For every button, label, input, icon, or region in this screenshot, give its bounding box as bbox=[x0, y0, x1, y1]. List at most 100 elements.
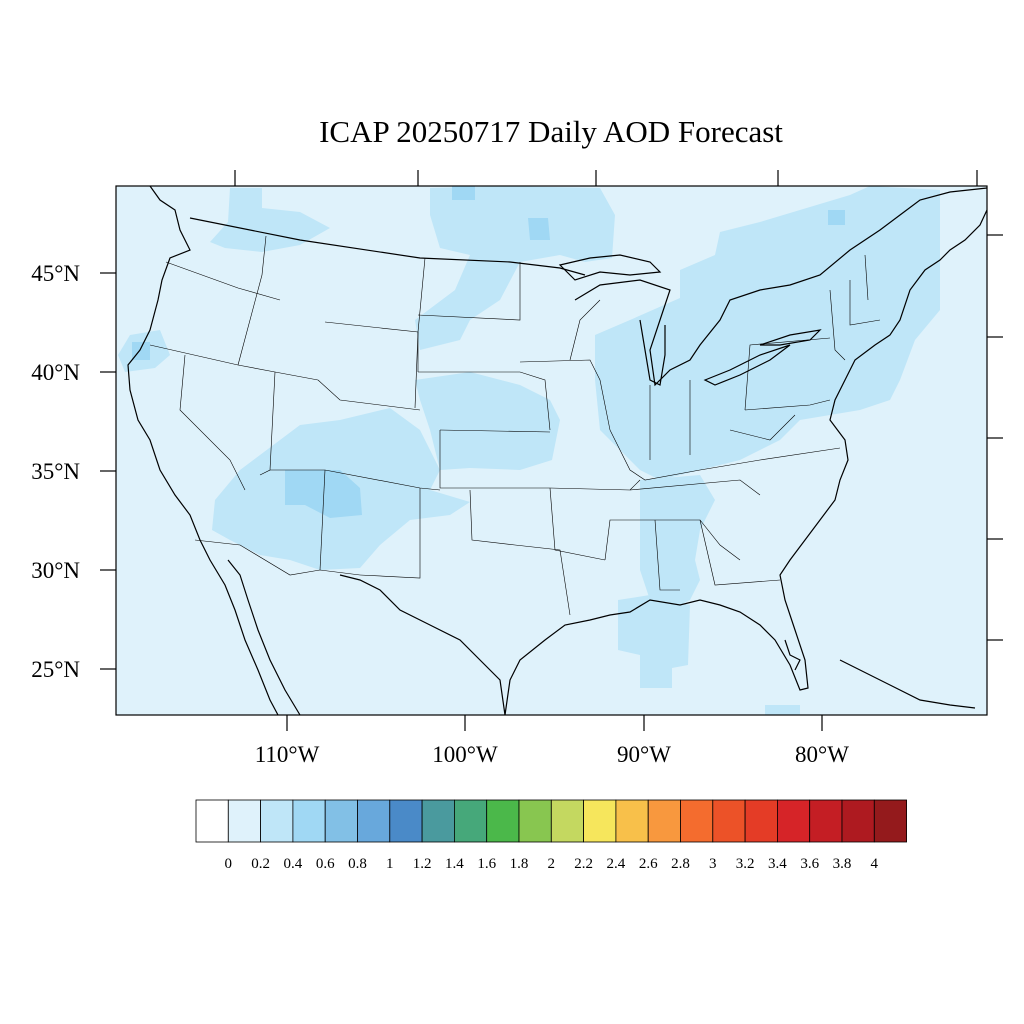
left-tick-marks bbox=[100, 272, 116, 670]
colorbar-swatch bbox=[324, 799, 358, 843]
state-line bbox=[179, 354, 246, 491]
colorbar-swatch bbox=[841, 799, 875, 843]
lat-label: 45°N bbox=[31, 261, 80, 286]
baja-coast bbox=[227, 559, 301, 716]
state-line bbox=[849, 280, 881, 326]
lat-label: 30°N bbox=[31, 558, 80, 583]
colorbar-label: 2.2 bbox=[574, 856, 593, 872]
colorbar-swatch bbox=[777, 799, 811, 843]
map-panel: 45°N 40°N 35°N 30°N 25°N 110°W 100°W 90°… bbox=[31, 170, 1003, 767]
aod-region-plains bbox=[415, 372, 560, 470]
colorbar-swatch bbox=[712, 799, 746, 843]
state-line bbox=[149, 344, 319, 381]
state-line bbox=[604, 519, 741, 561]
state-line bbox=[699, 519, 781, 586]
state-line bbox=[418, 371, 551, 431]
colorbar-swatch bbox=[744, 799, 778, 843]
colorbar-label: 3 bbox=[709, 856, 717, 872]
colorbar-swatch bbox=[680, 799, 714, 843]
cuba bbox=[839, 659, 976, 709]
gulf-coast-mexico bbox=[339, 574, 506, 716]
colorbar-label: 3.4 bbox=[768, 856, 787, 872]
figure-title: ICAP 20250717 Daily AOD Forecast bbox=[319, 114, 783, 149]
colorbar-label: 2.6 bbox=[639, 856, 658, 872]
colorbar-swatch bbox=[260, 799, 294, 843]
colorbar-swatch bbox=[357, 799, 391, 843]
state-line bbox=[654, 519, 680, 591]
state-line bbox=[194, 539, 361, 576]
state-line bbox=[469, 489, 571, 616]
state-line bbox=[417, 262, 521, 321]
colorbar-swatch bbox=[486, 799, 520, 843]
colorbar-swatch bbox=[615, 799, 649, 843]
aod-region-upper-midwest bbox=[415, 186, 615, 350]
lon-label: 80°W bbox=[795, 742, 849, 767]
state-line bbox=[165, 261, 281, 301]
state-boundaries bbox=[149, 235, 881, 616]
lake-michigan bbox=[639, 319, 666, 386]
colorbar-label: 1.2 bbox=[413, 856, 432, 872]
state-line bbox=[317, 379, 421, 411]
aod-region-northwest bbox=[210, 188, 330, 252]
colorbar-label: 0 bbox=[225, 856, 233, 872]
right-tick-marks bbox=[987, 234, 1003, 641]
colorbar-swatch bbox=[647, 799, 681, 843]
state-line bbox=[744, 337, 831, 411]
colorbar: 0 0.2 0.4 0.6 0.8 1 1.2 1.4 1.6 1.8 2 2.2 2.4 2.6 2.8 3… bbox=[195, 799, 907, 872]
aod-patch-lake bbox=[452, 186, 475, 200]
colorbar-label: 0.4 bbox=[284, 856, 303, 872]
colorbar-swatches bbox=[195, 799, 907, 843]
colorbar-label: 1.6 bbox=[477, 856, 496, 872]
aod-patch-mn bbox=[528, 218, 550, 240]
latitude-labels: 45°N 40°N 35°N 30°N 25°N bbox=[31, 261, 80, 682]
colorbar-label: 0.2 bbox=[251, 856, 270, 872]
state-line bbox=[829, 289, 846, 361]
colorbar-labels: 0 0.2 0.4 0.6 0.8 1 1.2 1.4 1.6 1.8 2 2.2 2.4 2.6 2.8 3… bbox=[225, 856, 879, 872]
great-lakes-outline bbox=[574, 187, 988, 387]
lake-erie bbox=[703, 344, 791, 386]
lat-label: 25°N bbox=[31, 657, 80, 682]
gulf-coast-us bbox=[504, 209, 988, 716]
colorbar-swatch bbox=[453, 799, 488, 843]
colorbar-swatch bbox=[227, 799, 262, 843]
colorbar-swatch bbox=[550, 799, 584, 843]
state-line bbox=[569, 299, 601, 361]
longitude-labels: 110°W 100°W 90°W 80°W bbox=[255, 742, 850, 767]
state-line bbox=[417, 257, 426, 372]
colorbar-label: 1 bbox=[386, 856, 394, 872]
state-line bbox=[270, 469, 441, 491]
west-coast bbox=[127, 185, 279, 716]
state-line bbox=[359, 488, 421, 579]
florida-keys bbox=[784, 639, 801, 671]
state-line bbox=[744, 399, 831, 411]
colorbar-label: 0.6 bbox=[316, 856, 335, 872]
colorbar-swatch bbox=[292, 799, 326, 843]
state-line bbox=[519, 359, 611, 431]
colorbar-label: 3.6 bbox=[800, 856, 819, 872]
colorbar-swatch bbox=[583, 799, 617, 843]
aod-region-great-lakes-east bbox=[595, 186, 940, 480]
colorbar-swatch bbox=[809, 799, 843, 843]
lon-label: 110°W bbox=[255, 742, 320, 767]
state-line bbox=[729, 414, 796, 441]
colorbar-label: 0.8 bbox=[348, 856, 367, 872]
lat-label: 35°N bbox=[31, 459, 80, 484]
aod-region-gulf bbox=[618, 595, 690, 688]
colorbar-swatch bbox=[873, 799, 907, 843]
bottom-tick-marks bbox=[286, 715, 823, 731]
colorbar-label: 3.8 bbox=[833, 856, 852, 872]
colorbar-swatch bbox=[195, 799, 229, 843]
state-line bbox=[319, 469, 326, 571]
aod-patch-ca bbox=[132, 342, 150, 360]
state-line bbox=[609, 429, 841, 481]
lon-label: 90°W bbox=[617, 742, 671, 767]
state-line bbox=[549, 487, 606, 561]
colorbar-label: 4 bbox=[871, 856, 879, 872]
state-line bbox=[864, 254, 869, 301]
coastline bbox=[127, 185, 988, 716]
colorbar-label: 1.4 bbox=[445, 856, 464, 872]
colorbar-label: 2.4 bbox=[607, 856, 626, 872]
state-line bbox=[439, 430, 550, 489]
map-frame bbox=[115, 185, 988, 716]
